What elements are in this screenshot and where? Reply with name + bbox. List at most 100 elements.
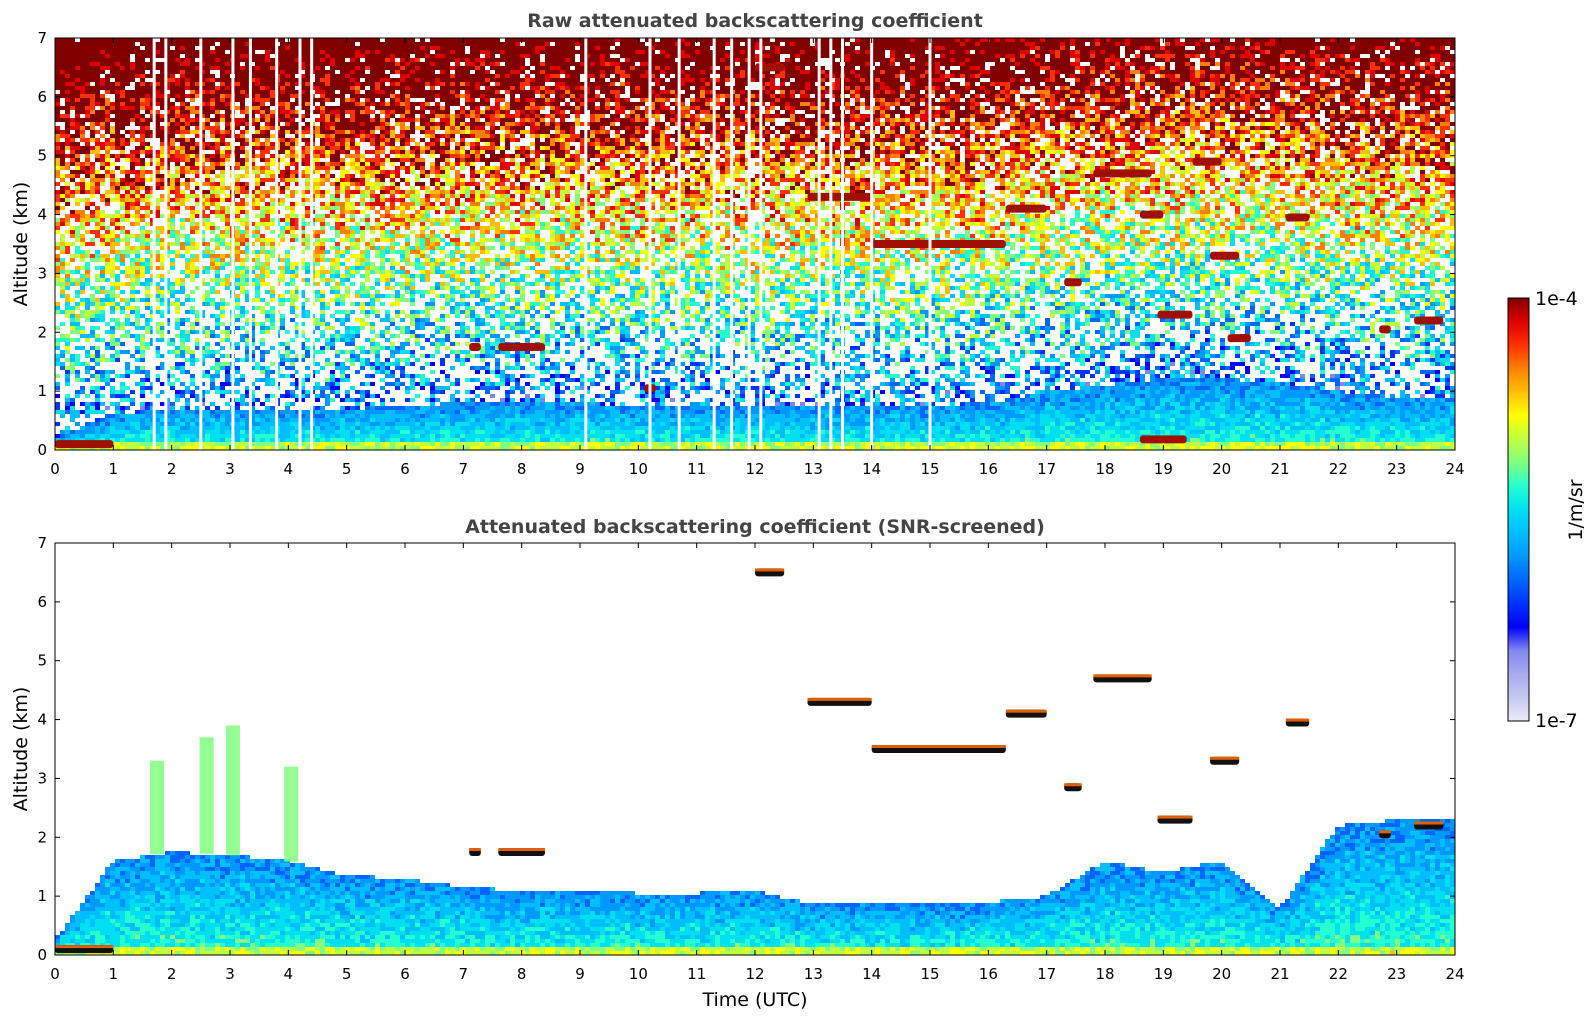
top-heatmap-cell — [225, 362, 230, 366]
top-heatmap-cell — [170, 442, 175, 446]
top-heatmap-cell — [255, 290, 260, 294]
top-heatmap-cell — [265, 142, 270, 146]
top-heatmap-cell — [225, 302, 230, 306]
top-heatmap-cell — [335, 290, 340, 294]
top-heatmap-cell — [60, 46, 65, 50]
top-heatmap-cell — [170, 178, 175, 182]
top-heatmap-cell — [115, 138, 120, 142]
top-heatmap-cell — [260, 322, 265, 326]
top-heatmap-cell — [180, 434, 185, 438]
top-heatmap-cell — [260, 342, 265, 346]
top-heatmap-cell — [215, 350, 220, 354]
top-heatmap-cell — [215, 370, 220, 374]
top-heatmap-cell — [380, 174, 385, 178]
top-heatmap-cell — [120, 386, 125, 390]
top-heatmap-cell — [265, 442, 270, 446]
top-heatmap-cell — [325, 82, 330, 86]
top-heatmap-cell — [325, 42, 330, 46]
top-heatmap-cell — [195, 94, 200, 98]
top-heatmap-cell — [330, 134, 335, 138]
top-heatmap-cell — [85, 314, 90, 318]
top-heatmap-cell — [155, 226, 160, 230]
top-heatmap-cell — [320, 106, 325, 110]
top-heatmap-cell — [180, 114, 185, 118]
top-heatmap-cell — [365, 350, 370, 354]
top-heatmap-cell — [220, 210, 225, 214]
top-heatmap-cell — [65, 166, 70, 170]
top-heatmap-cell — [345, 182, 350, 186]
top-heatmap-cell — [75, 346, 80, 350]
top-heatmap-cell — [70, 406, 75, 410]
top-heatmap-cell — [335, 78, 340, 82]
top-heatmap-cell — [55, 182, 60, 186]
top-heatmap-cell — [155, 354, 160, 358]
top-heatmap-cell — [365, 182, 370, 186]
top-heatmap-cell — [100, 158, 105, 162]
top-heatmap-cell — [185, 126, 190, 130]
top-heatmap-cell — [170, 286, 175, 290]
top-heatmap-cell — [340, 78, 345, 82]
top-heatmap-cell — [255, 298, 260, 302]
top-heatmap-cell — [195, 50, 200, 54]
top-heatmap-cell — [75, 118, 80, 122]
top-heatmap-cell — [380, 318, 385, 322]
top-heatmap-cell — [135, 426, 140, 430]
top-heatmap-cell — [75, 90, 80, 94]
top-heatmap-cell — [355, 54, 360, 58]
top-heatmap-cell — [215, 246, 220, 250]
top-heatmap-cell — [380, 138, 385, 142]
top-heatmap-cell — [65, 402, 70, 406]
top-heatmap-cell — [160, 154, 165, 158]
top-heatmap-cell — [100, 134, 105, 138]
top-heatmap-cell — [355, 406, 360, 410]
top-heatmap-cell — [115, 350, 120, 354]
top-heatmap-cell — [280, 38, 285, 42]
top-heatmap-cell — [175, 390, 180, 394]
top-heatmap-cell — [100, 434, 105, 438]
top-heatmap-cell — [360, 42, 365, 46]
top-heatmap-cell — [155, 54, 160, 58]
top-heatmap-cell — [180, 282, 185, 286]
top-heatmap-cell — [215, 438, 220, 442]
top-heatmap-cell — [220, 102, 225, 106]
top-heatmap-cell — [145, 130, 150, 134]
top-heatmap-cell — [120, 182, 125, 186]
top-heatmap-cell — [270, 346, 275, 350]
top-heatmap-cell — [330, 334, 335, 338]
top-heatmap-cell — [180, 66, 185, 70]
top-heatmap-cell — [240, 230, 245, 234]
top-heatmap-cell — [215, 146, 220, 150]
top-heatmap-cell — [90, 78, 95, 82]
top-heatmap-cell — [360, 170, 365, 174]
top-heatmap-cell — [370, 94, 375, 98]
top-heatmap-cell — [175, 194, 180, 198]
top-heatmap-cell — [345, 190, 350, 194]
top-heatmap-cell — [235, 342, 240, 346]
top-heatmap-cell — [180, 90, 185, 94]
top-heatmap-cell — [125, 118, 130, 122]
top-heatmap-cell — [360, 282, 365, 286]
top-heatmap-cell — [190, 438, 195, 442]
top-heatmap-cell — [60, 154, 65, 158]
top-heatmap-cell — [55, 342, 60, 346]
top-heatmap-cell — [320, 318, 325, 322]
top-heatmap-cell — [325, 98, 330, 102]
top-heatmap-cell — [60, 66, 65, 70]
top-heatmap-cell — [190, 150, 195, 154]
top-heatmap-cell — [375, 170, 380, 174]
top-heatmap-cell — [225, 78, 230, 82]
top-heatmap-cell — [330, 278, 335, 282]
top-heatmap-cell — [195, 386, 200, 390]
top-heatmap-cell — [225, 110, 230, 114]
top-heatmap-cell — [280, 118, 285, 122]
top-heatmap-cell — [370, 170, 375, 174]
top-heatmap-cell — [85, 142, 90, 146]
top-heatmap-cell — [270, 446, 275, 450]
top-heatmap-cell — [115, 306, 120, 310]
top-heatmap-cell — [90, 146, 95, 150]
top-heatmap-cell — [130, 94, 135, 98]
top-heatmap-cell — [185, 242, 190, 246]
top-heatmap-cell — [90, 202, 95, 206]
top-heatmap-cell — [360, 286, 365, 290]
top-heatmap-cell — [195, 318, 200, 322]
